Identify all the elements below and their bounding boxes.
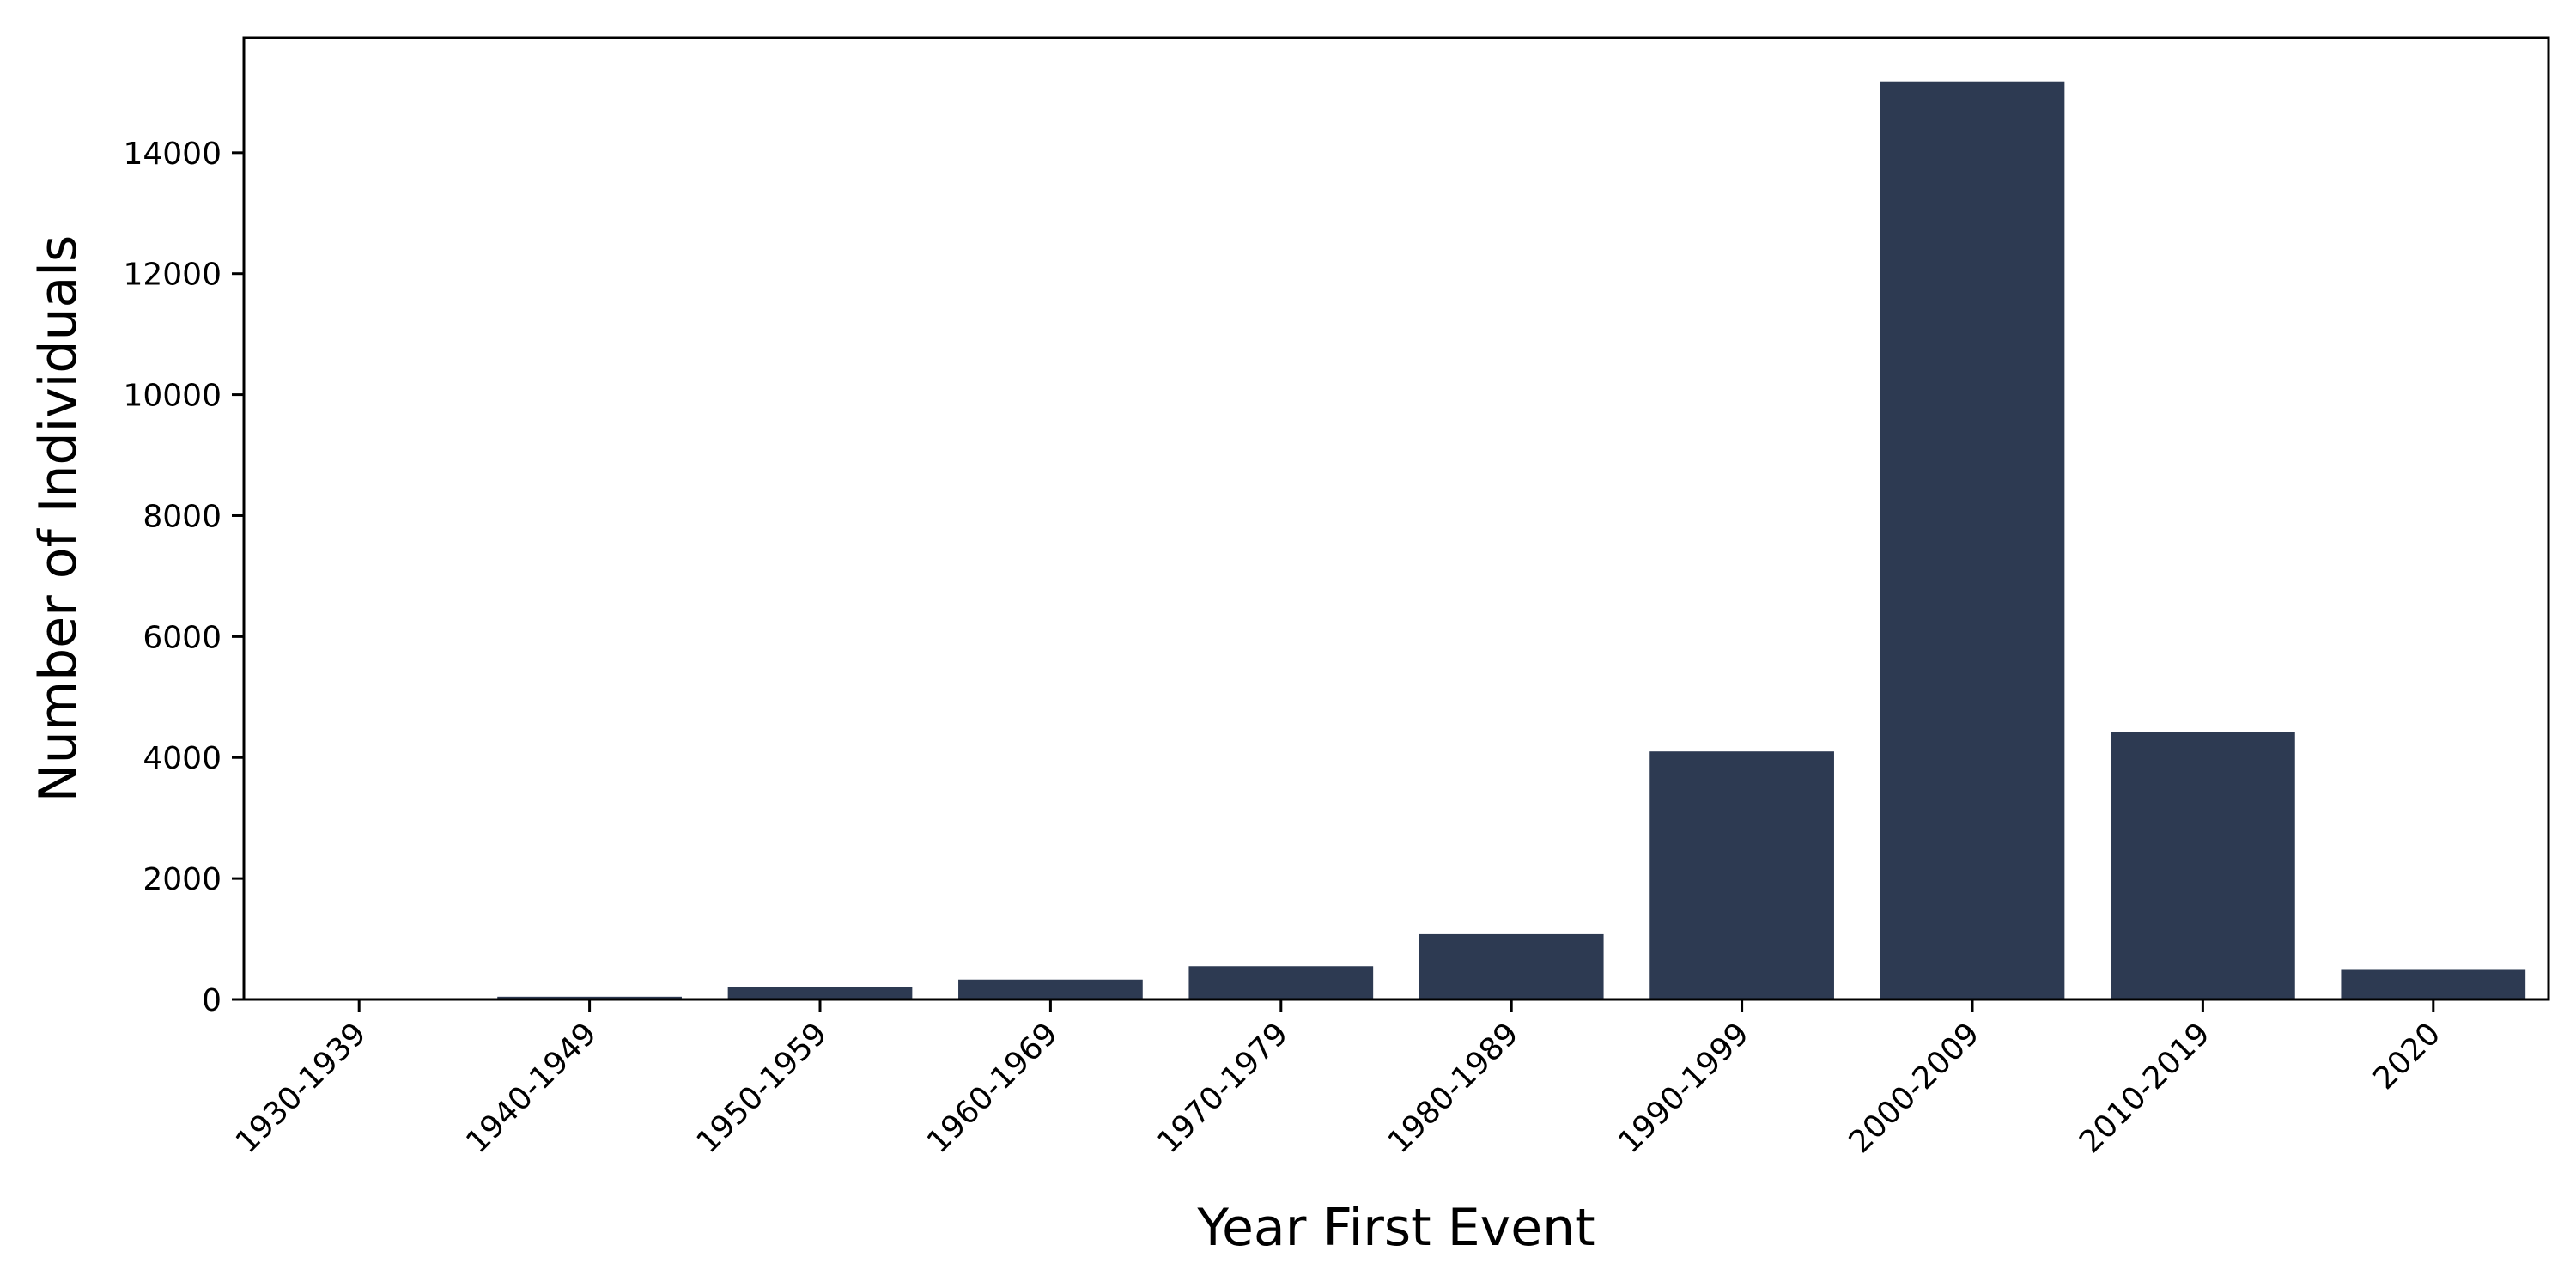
y-tick-label: 12000: [123, 258, 222, 293]
y-tick-label: 8000: [143, 499, 222, 534]
bar-1940-1949: [497, 996, 682, 999]
bar-1960-1969: [958, 979, 1143, 999]
x-tick-label: 1940-1949: [459, 1016, 604, 1160]
x-tick-label: 1960-1969: [920, 1016, 1065, 1160]
x-tick-label: 2000-2009: [1843, 1016, 1987, 1160]
y-tick-label: 4000: [143, 741, 222, 776]
x-axis-title: Year First Event: [1196, 1198, 1595, 1258]
y-axis: 0 2000 4000 6000 8000 10000 12000 14000: [123, 137, 244, 1018]
x-tick-label: 2020: [2366, 1016, 2447, 1097]
plot-frame: [242, 36, 2550, 1001]
y-tick-label: 6000: [143, 620, 222, 655]
x-tick-label: 1980-1989: [1382, 1016, 1526, 1160]
x-tick-label: 1970-1979: [1151, 1016, 1295, 1160]
x-tick-label: 2010-2019: [2073, 1016, 2217, 1160]
bar-1970-1979: [1188, 966, 1374, 999]
x-tick-label: 1950-1959: [690, 1016, 835, 1160]
y-tick-label: 10000: [123, 379, 222, 414]
bar-1990-1999: [1649, 751, 1834, 999]
bar-2000-2009: [1880, 81, 2065, 999]
y-tick-label: 14000: [123, 137, 222, 172]
y-tick-label: 2000: [143, 862, 222, 897]
bar-2020: [2341, 969, 2526, 999]
x-tick-label: 1990-1999: [1612, 1016, 1756, 1160]
bar-1980-1989: [1419, 933, 1604, 999]
bar-2010-2019: [2111, 732, 2295, 999]
x-axis: 1930-1939 1940-1949 1950-1959 1960-1969 1970…: [229, 999, 2447, 1160]
x-tick-label: 1930-1939: [229, 1016, 374, 1160]
bar-1950-1959: [727, 987, 913, 999]
y-axis-title: Number of Individuals: [28, 235, 88, 802]
y-tick-label: 0: [202, 983, 222, 1018]
bars-group: [266, 81, 2526, 999]
